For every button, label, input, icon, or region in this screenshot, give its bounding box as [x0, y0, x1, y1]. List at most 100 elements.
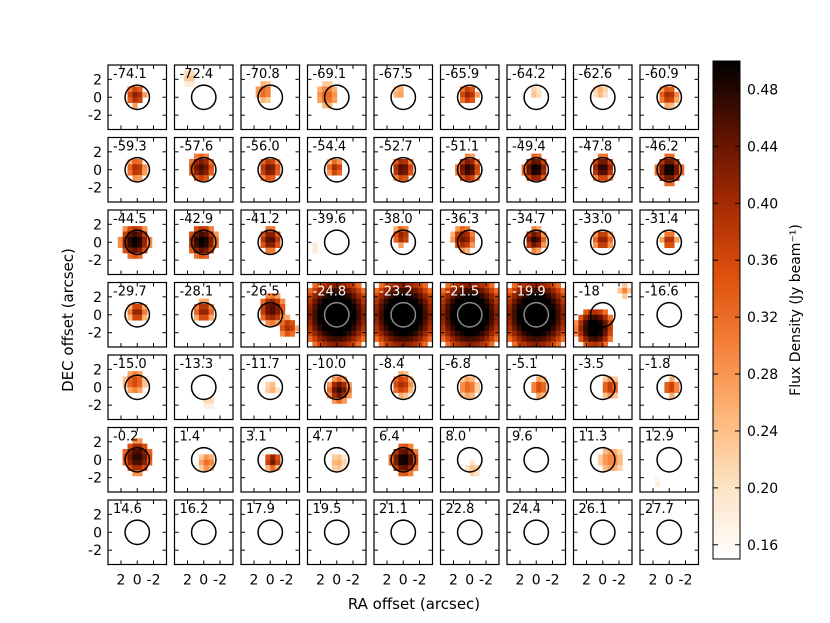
emission-pixel — [507, 293, 513, 300]
channel-panel: -74.1 — [107, 64, 168, 131]
emission-pixel — [440, 330, 446, 337]
emission-pixel — [536, 175, 542, 181]
emission-pixel — [403, 449, 409, 455]
emission-pixel — [536, 169, 542, 176]
emission-pixel — [593, 320, 599, 326]
emission-pixel — [351, 293, 357, 300]
emission-pixel — [484, 282, 490, 289]
emission-pixel — [494, 293, 499, 300]
emission-pixel — [378, 314, 385, 321]
emission-pixel — [327, 81, 333, 87]
emission-pixel — [602, 314, 609, 321]
emission-pixel — [659, 159, 665, 165]
colorbar-gradient — [712, 60, 741, 560]
emission-pixel — [484, 293, 490, 300]
emission-pixel — [265, 164, 271, 171]
emission-pixel — [450, 293, 456, 300]
emission-pixel — [541, 309, 547, 316]
emission-pixel — [578, 330, 584, 337]
emission-pixel — [208, 164, 214, 171]
emission-pixel — [664, 164, 670, 171]
emission-pixel — [455, 287, 461, 294]
reference-circle — [323, 301, 350, 328]
panel-background — [374, 500, 433, 565]
emission-pixel — [413, 287, 419, 294]
emission-pixel — [445, 282, 451, 289]
emission-pixel — [383, 287, 390, 294]
emission-pixel — [555, 298, 562, 305]
emission-pixel — [127, 314, 133, 321]
channel-velocity-label: 4.7 — [313, 430, 334, 445]
emission-pixel — [450, 320, 456, 326]
emission-pixel — [526, 293, 532, 300]
x-tick-label: 2 — [449, 573, 458, 589]
emission-pixel — [669, 231, 675, 238]
emission-pixel — [194, 231, 200, 238]
channel-velocity-label: -34.7 — [512, 212, 546, 227]
emission-pixel — [327, 97, 333, 104]
emission-pixel — [474, 341, 480, 347]
emission-pixel — [403, 381, 409, 388]
reference-circle — [390, 229, 417, 256]
emission-pixel — [331, 97, 338, 104]
emission-pixel — [351, 298, 357, 305]
emission-pixel — [474, 314, 480, 321]
emission-pixel — [265, 247, 271, 254]
emission-pixel — [378, 330, 385, 337]
emission-pixel — [378, 325, 385, 332]
x-tick-label: 2 — [316, 573, 325, 589]
emission-pixel — [550, 309, 557, 316]
emission-pixel — [403, 320, 409, 326]
emission-pixel — [531, 330, 537, 337]
emission-pixel — [516, 293, 523, 300]
emission-pixel — [464, 298, 471, 305]
panel-background — [640, 427, 699, 492]
emission-pixel — [464, 341, 471, 347]
channel-velocity-label: 1.4 — [180, 430, 201, 445]
emission-pixel — [403, 459, 409, 466]
emission-pixel — [383, 298, 390, 305]
emission-pixel — [127, 387, 133, 394]
emission-pixel — [597, 153, 604, 160]
emission-pixel — [351, 287, 357, 294]
emission-pixel — [422, 314, 429, 321]
channel-velocity-label: -57.6 — [180, 140, 214, 155]
channel-panel: -31.4 — [639, 209, 700, 276]
reference-circle — [257, 301, 284, 328]
emission-pixel — [270, 247, 276, 254]
emission-pixel — [464, 381, 471, 388]
emission-pixel — [393, 314, 399, 321]
emission-pixel — [541, 320, 547, 326]
emission-pixel — [541, 330, 547, 337]
channel-panel: -13.3 — [173, 354, 234, 421]
x-tick-label: 0 — [266, 573, 275, 589]
emission-pixel — [489, 314, 495, 321]
emission-pixel — [440, 309, 446, 316]
colorbar-tick-label: 0.16 — [747, 538, 778, 554]
emission-pixel — [336, 325, 343, 332]
emission-pixel — [117, 236, 124, 243]
emission-pixel — [307, 293, 313, 300]
emission-pixel — [127, 449, 133, 455]
emission-pixel — [489, 330, 495, 337]
channel-panel: -29.7 — [107, 281, 168, 348]
emission-pixel — [516, 341, 523, 347]
channel-panel: -15.0 — [107, 354, 168, 421]
emission-pixel — [469, 320, 476, 326]
emission-pixel — [560, 325, 566, 332]
emission-pixel — [331, 282, 338, 289]
emission-pixel — [132, 175, 138, 181]
emission-pixel — [127, 304, 133, 310]
channel-velocity-label: -8.4 — [379, 357, 404, 372]
emission-pixel — [398, 309, 404, 316]
emission-pixel — [464, 293, 471, 300]
emission-pixel — [521, 298, 527, 305]
channel-panel: -8.4 — [373, 354, 434, 421]
emission-pixel — [275, 242, 281, 249]
emission-pixel — [203, 253, 210, 259]
emission-pixel — [331, 336, 338, 343]
emission-pixel — [541, 336, 547, 343]
emission-pixel — [312, 320, 318, 326]
emission-pixel — [275, 314, 281, 321]
colorbar: 0.160.200.240.280.320.360.400.440.48 Flu… — [712, 60, 804, 560]
